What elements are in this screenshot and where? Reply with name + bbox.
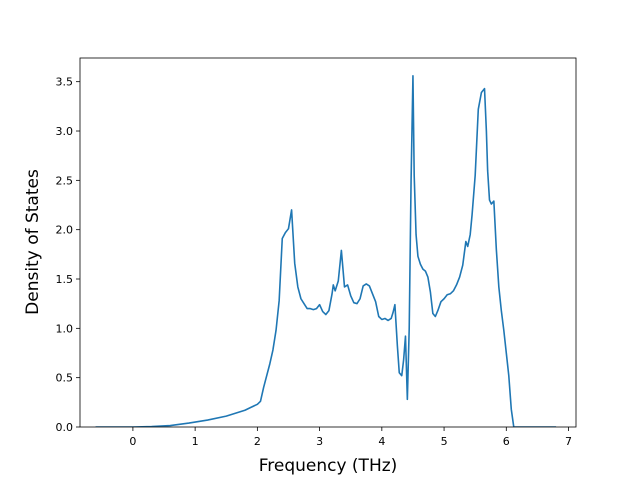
y-tick-label: 3.0 bbox=[56, 125, 74, 138]
x-tick-label: 0 bbox=[129, 435, 136, 448]
y-tick-label: 0.0 bbox=[56, 421, 74, 434]
x-axis-label: Frequency (THz) bbox=[259, 456, 398, 476]
x-tick-label: 4 bbox=[378, 435, 385, 448]
plot-area bbox=[95, 74, 557, 427]
y-tick-label: 1.5 bbox=[56, 273, 74, 286]
x-axis-ticks: 0 1 2 3 4 5 6 7 bbox=[129, 427, 572, 448]
y-axis-label: Density of States bbox=[23, 169, 43, 315]
x-tick-label: 2 bbox=[254, 435, 261, 448]
x-tick-label: 6 bbox=[503, 435, 510, 448]
x-tick-label: 1 bbox=[192, 435, 199, 448]
x-tick-label: 3 bbox=[316, 435, 323, 448]
y-tick-label: 1.0 bbox=[56, 322, 74, 335]
y-tick-label: 3.5 bbox=[56, 76, 74, 89]
y-axis-ticks: 0.0 0.5 1.0 1.5 2.0 2.5 3.0 3.5 bbox=[56, 76, 80, 434]
axes-frame bbox=[79, 57, 577, 428]
y-tick-label: 0.5 bbox=[56, 372, 74, 385]
x-tick-label: 7 bbox=[565, 435, 572, 448]
x-tick-label: 5 bbox=[441, 435, 448, 448]
y-tick-label: 2.5 bbox=[56, 174, 74, 187]
y-tick-label: 2.0 bbox=[56, 224, 74, 237]
dos-series-line bbox=[95, 74, 557, 427]
